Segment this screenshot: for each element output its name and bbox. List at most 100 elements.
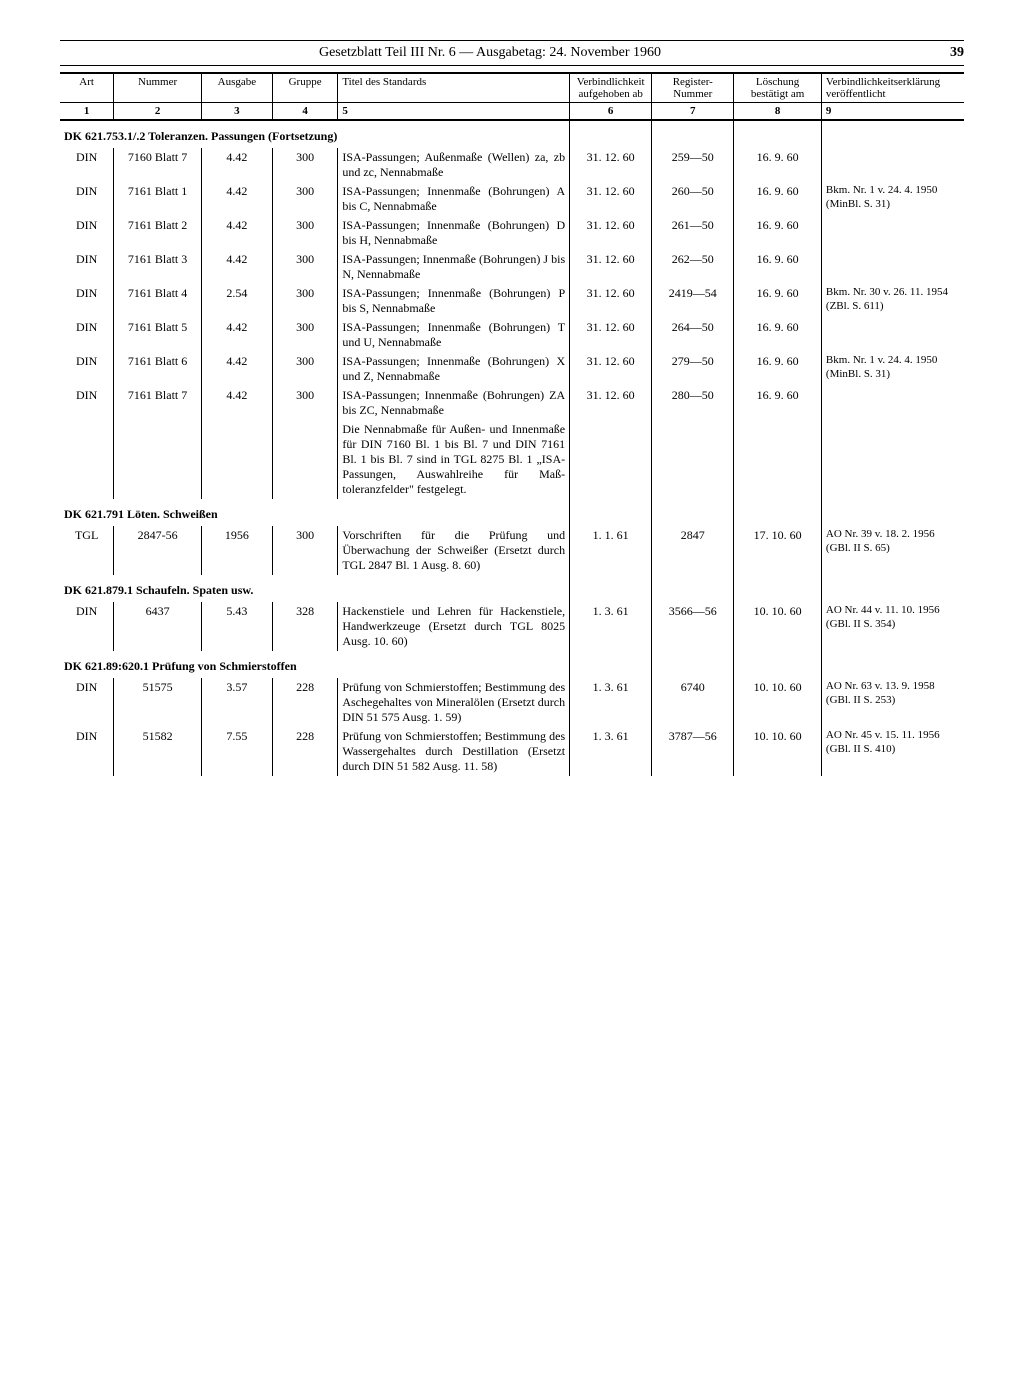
cell-verberkl — [821, 386, 964, 420]
cell-grp: 228 — [272, 678, 337, 727]
cell-titel: ISA-Passungen; Außen­maße (Wellen) za, z… — [338, 148, 570, 182]
page-header: Gesetzblatt Teil III Nr. 6 — Ausgabetag:… — [60, 40, 964, 66]
cell-art: DIN — [60, 602, 114, 651]
cell-reg: 262—50 — [652, 250, 734, 284]
cell-reg: 264—50 — [652, 318, 734, 352]
section-title: DK 621.791 Löten. Schweißen — [60, 499, 570, 526]
cell-verb: 1. 3. 61 — [570, 727, 652, 776]
cell-verb: 31. 12. 60 — [570, 318, 652, 352]
cell-num: 7161 Blatt 5 — [114, 318, 202, 352]
cell-loesch: 16. 9. 60 — [734, 352, 822, 386]
cell-art: DIN — [60, 216, 114, 250]
cell-verberkl: AO Nr. 39 v. 18. 2. 1956 (GBl. II S. 65) — [821, 526, 964, 575]
cell-aus: 4.42 — [201, 250, 272, 284]
cell-num: 51575 — [114, 678, 202, 727]
cell-reg: 2847 — [652, 526, 734, 575]
col-num-1: 1 — [60, 103, 114, 121]
cell-num: 7161 Blatt 4 — [114, 284, 202, 318]
cell-reg: 260—50 — [652, 182, 734, 216]
table-row: DIN515827.55228Prüfung von Schmier­stoff… — [60, 727, 964, 776]
cell-grp: 300 — [272, 284, 337, 318]
col-header-erklaerung: Verbindlichkeits­erklärung veröffentlich… — [821, 73, 964, 103]
table-row: DIN64375.43328Hackenstiele und Lehren fü… — [60, 602, 964, 651]
cell-art: DIN — [60, 148, 114, 182]
cell-verberkl — [821, 216, 964, 250]
cell-art: DIN — [60, 678, 114, 727]
cell-verb: 31. 12. 60 — [570, 148, 652, 182]
cell-aus: 4.42 — [201, 386, 272, 420]
cell-reg: 280—50 — [652, 386, 734, 420]
cell-verb: 31. 12. 60 — [570, 284, 652, 318]
page-number: 39 — [920, 45, 964, 61]
table-row: DIN515753.57228Prüfung von Schmier­stoff… — [60, 678, 964, 727]
cell-aus: 2.54 — [201, 284, 272, 318]
cell-titel: ISA-Passungen; Innen­maße (Bohrungen) D … — [338, 216, 570, 250]
cell-loesch: 16. 9. 60 — [734, 148, 822, 182]
cell-verberkl — [821, 318, 964, 352]
table-row: DIN7161 Blatt 34.42300ISA-Passungen; Inn… — [60, 250, 964, 284]
cell-verberkl — [821, 420, 964, 499]
cell-reg: 261—50 — [652, 216, 734, 250]
cell-aus: 7.55 — [201, 727, 272, 776]
col-header-ausgabe: Ausgabe — [201, 73, 272, 103]
cell-reg: 259—50 — [652, 148, 734, 182]
cell-titel: ISA-Passungen; Innen­maße (Bohrungen) ZA… — [338, 386, 570, 420]
col-num-5: 5 — [338, 103, 570, 121]
cell-titel: ISA-Passungen; Innen­maße (Bohrungen) P … — [338, 284, 570, 318]
cell-loesch: 16. 9. 60 — [734, 216, 822, 250]
cell-aus: 4.42 — [201, 318, 272, 352]
cell-art: TGL — [60, 526, 114, 575]
cell-num: 7161 Blatt 6 — [114, 352, 202, 386]
col-header-nummer: Nummer — [114, 73, 202, 103]
cell-titel: ISA-Passungen; Innen­maße (Bohrungen) X … — [338, 352, 570, 386]
cell-num: 7161 Blatt 7 — [114, 386, 202, 420]
cell-num — [114, 420, 202, 499]
cell-aus: 4.42 — [201, 216, 272, 250]
cell-aus — [201, 420, 272, 499]
standards-table: Art Nummer Ausgabe Gruppe Titel des Stan… — [60, 72, 964, 776]
cell-art: DIN — [60, 727, 114, 776]
cell-art: DIN — [60, 352, 114, 386]
table-row: DIN7161 Blatt 14.42300ISA-Passungen; Inn… — [60, 182, 964, 216]
cell-grp — [272, 420, 337, 499]
cell-loesch: 16. 9. 60 — [734, 250, 822, 284]
cell-grp: 300 — [272, 216, 337, 250]
cell-aus: 1956 — [201, 526, 272, 575]
col-num-7: 7 — [652, 103, 734, 121]
cell-verb — [570, 420, 652, 499]
cell-num: 7161 Blatt 1 — [114, 182, 202, 216]
cell-aus: 4.42 — [201, 352, 272, 386]
table-row: DIN7161 Blatt 54.42300ISA-Passungen; Inn… — [60, 318, 964, 352]
cell-verberkl: AO Nr. 44 v. 11. 10. 1956 (GBl. II S. 35… — [821, 602, 964, 651]
cell-titel: Prüfung von Schmier­stoffen; Bestimmung … — [338, 727, 570, 776]
cell-grp: 228 — [272, 727, 337, 776]
col-num-9: 9 — [821, 103, 964, 121]
cell-art: DIN — [60, 386, 114, 420]
cell-verb: 1. 1. 61 — [570, 526, 652, 575]
col-header-register: Register-Nummer — [652, 73, 734, 103]
cell-aus: 4.42 — [201, 148, 272, 182]
cell-titel: Prüfung von Schmier­stoffen; Bestimmung … — [338, 678, 570, 727]
col-header-art: Art — [60, 73, 114, 103]
table-row: DIN7161 Blatt 42.54300ISA-Passungen; Inn… — [60, 284, 964, 318]
cell-grp: 300 — [272, 148, 337, 182]
cell-verberkl: AO Nr. 45 v. 15. 11. 1956 (GBl. II S. 41… — [821, 727, 964, 776]
cell-num: 7160 Blatt 7 — [114, 148, 202, 182]
cell-grp: 300 — [272, 250, 337, 284]
cell-titel: ISA-Passungen; Innen­maße (Bohrungen) T … — [338, 318, 570, 352]
cell-aus: 4.42 — [201, 182, 272, 216]
cell-grp: 300 — [272, 182, 337, 216]
col-header-loeschung: Löschung bestätigt am — [734, 73, 822, 103]
cell-verb: 31. 12. 60 — [570, 182, 652, 216]
cell-verb: 31. 12. 60 — [570, 250, 652, 284]
cell-num: 7161 Blatt 3 — [114, 250, 202, 284]
cell-loesch: 16. 9. 60 — [734, 318, 822, 352]
cell-titel: ISA-Passungen; Innen­maße (Bohrungen) J … — [338, 250, 570, 284]
table-row: DIN7161 Blatt 64.42300ISA-Passungen; Inn… — [60, 352, 964, 386]
cell-titel: Hackenstiele und Lehren für Hackenstiele… — [338, 602, 570, 651]
col-num-8: 8 — [734, 103, 822, 121]
cell-loesch — [734, 420, 822, 499]
section-title: DK 621.879.1 Schaufeln. Spaten usw. — [60, 575, 570, 602]
col-num-4: 4 — [272, 103, 337, 121]
cell-verberkl: Bkm. Nr. 1 v. 24. 4. 1950 (MinBl. S. 31) — [821, 352, 964, 386]
